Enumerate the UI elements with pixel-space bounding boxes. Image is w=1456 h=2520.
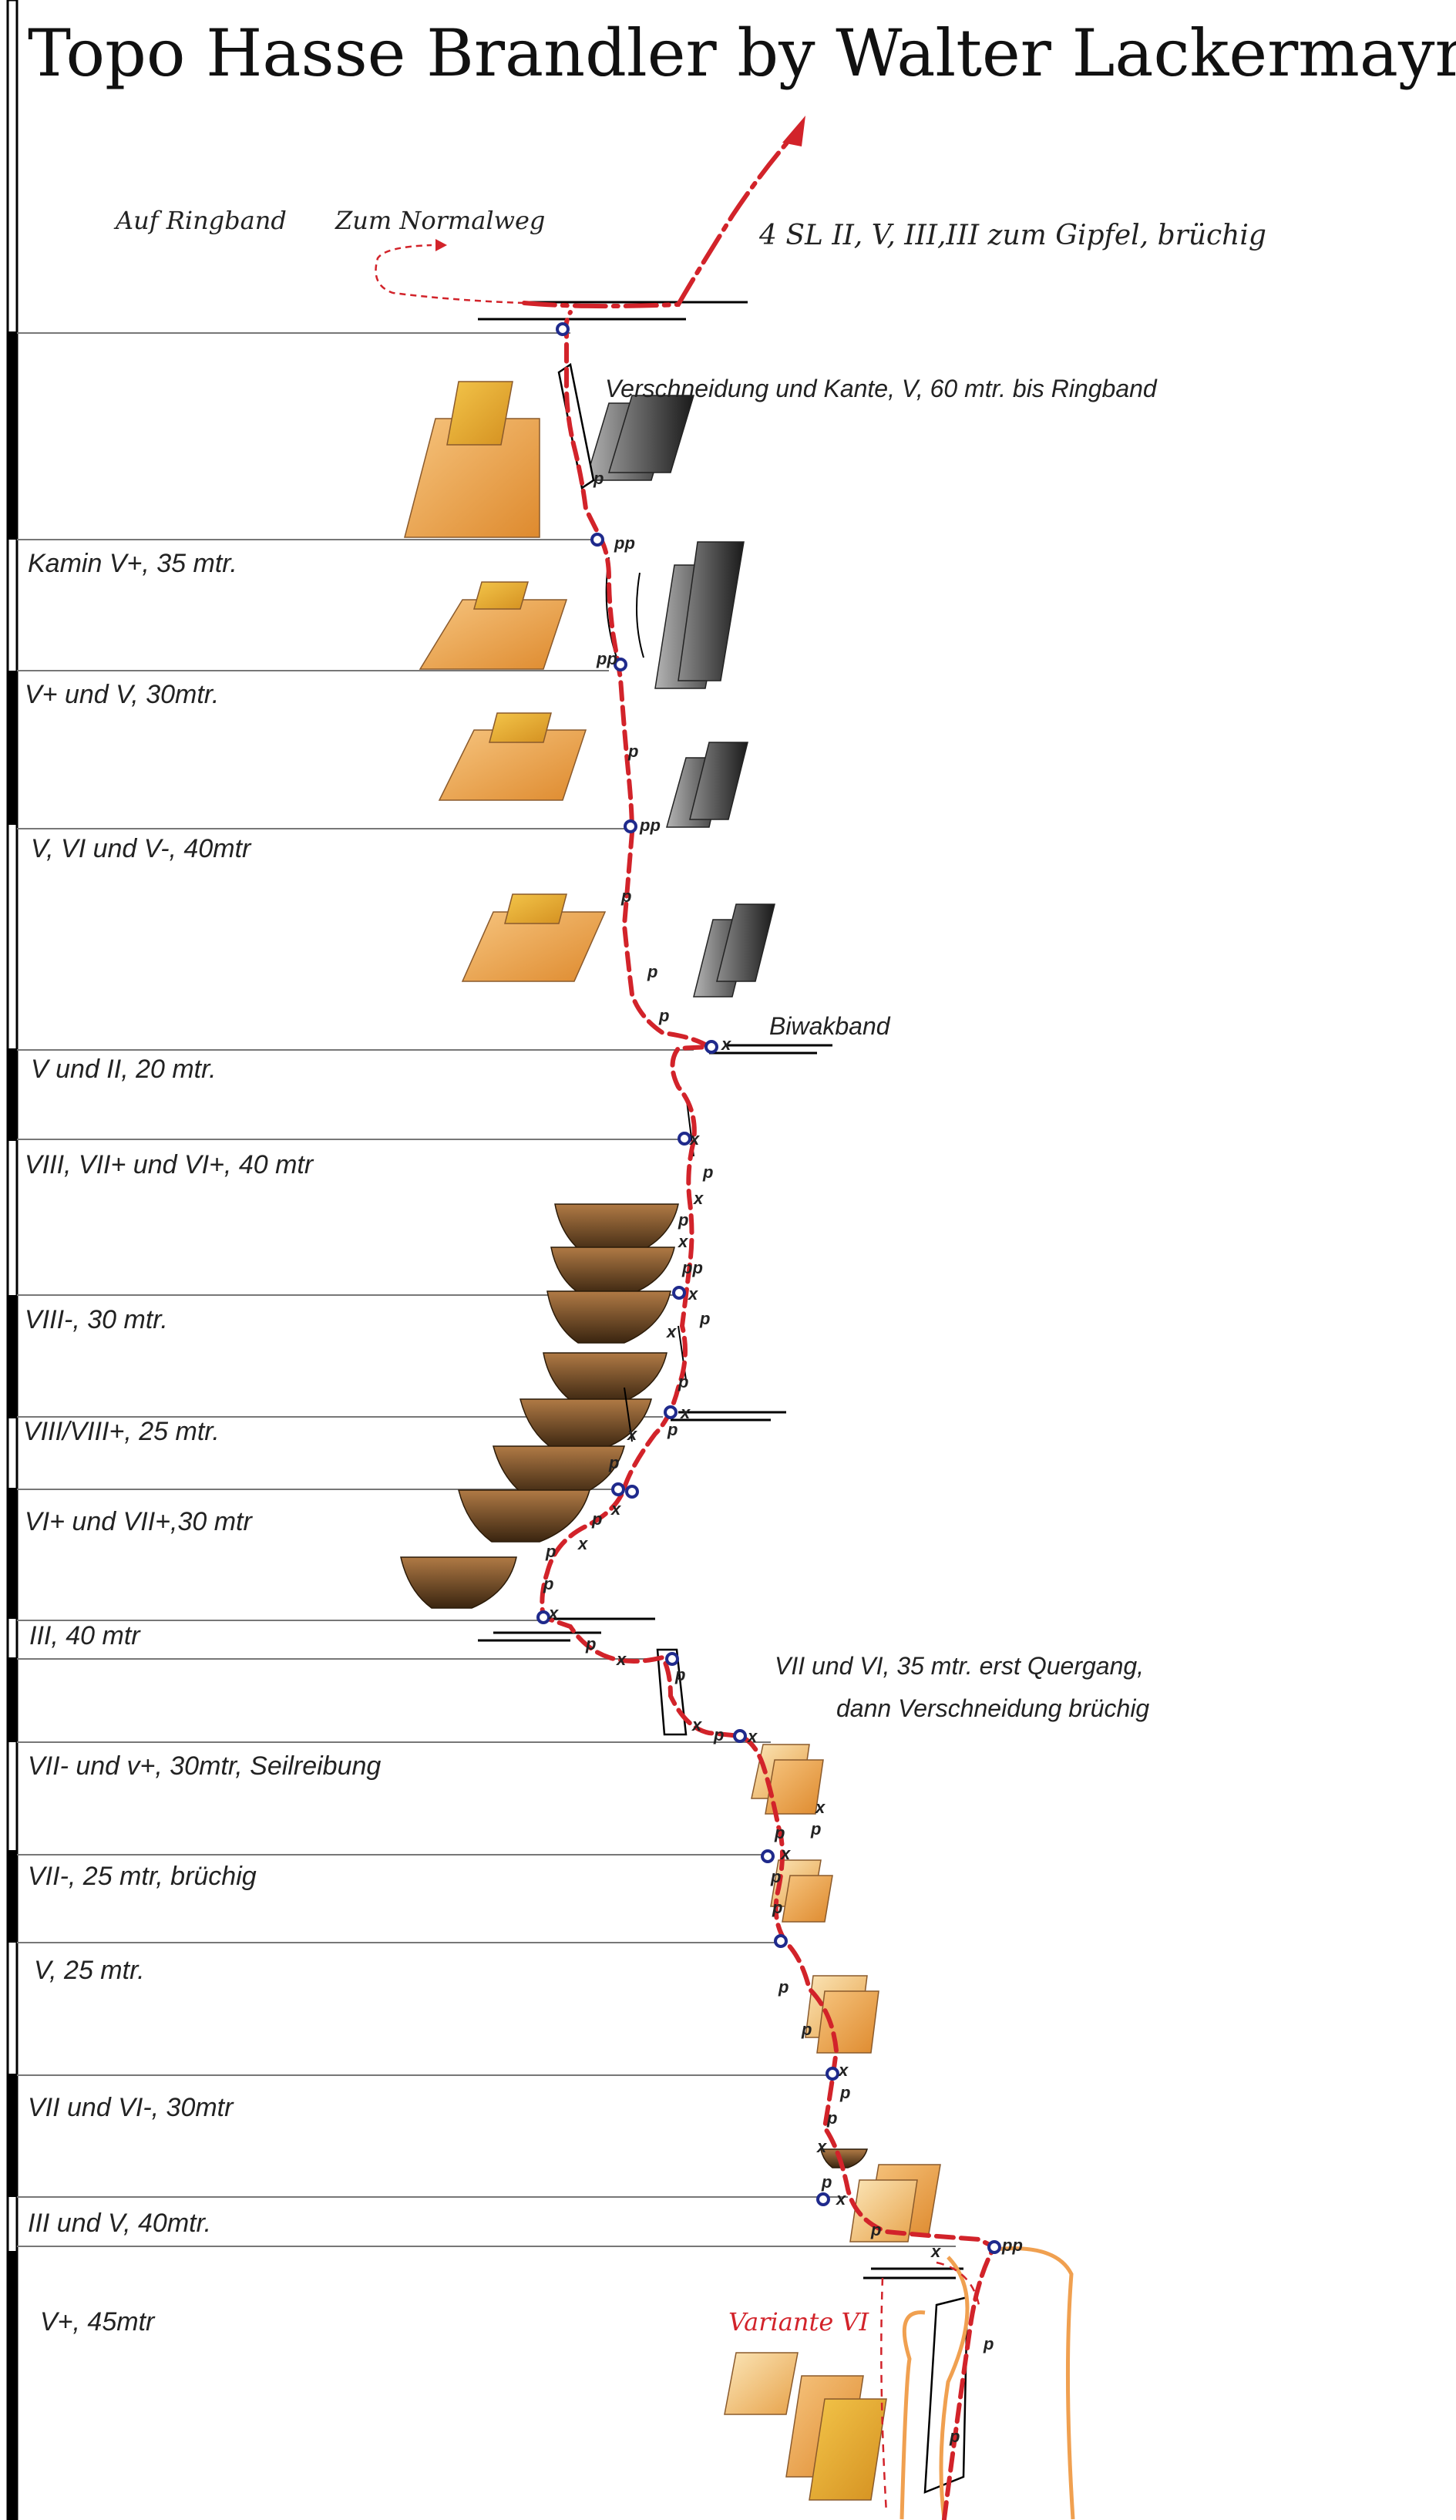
mark-p: p	[658, 1006, 669, 1025]
mark-p: p	[667, 1420, 678, 1439]
note-ringband: Auf Ringband	[113, 206, 287, 235]
summit-arrow-icon	[782, 116, 805, 146]
pitch-label: VIII/VIII+, 25 mtr.	[23, 1417, 220, 1446]
mark-p: p	[826, 2108, 837, 2128]
pitch-label: V+ und V, 30mtr.	[25, 680, 219, 709]
note-traverse-line2: dann Verschneidung brüchig	[836, 1694, 1149, 1722]
slab-features-upper	[404, 381, 607, 982]
protection-marks: p pp pp p pp p p p x x p x p x pp x p x …	[543, 469, 1023, 2446]
pitch-label: VII und VI-, 30mtr	[28, 2093, 234, 2122]
mark-x: x	[693, 1189, 704, 1208]
pitch-label: V, 25 mtr.	[34, 1956, 145, 1985]
mark-p: p	[713, 1725, 724, 1744]
mark-x: x	[688, 1284, 698, 1304]
note-traverse-line1: VII und VI, 35 mtr. erst Quergang,	[775, 1652, 1144, 1680]
mark-x: x	[816, 2137, 827, 2156]
pitch-label: V+, 45mtr	[40, 2307, 156, 2337]
mark-p: p	[543, 1574, 553, 1593]
pitch-label: Kamin V+, 35 mtr.	[28, 549, 237, 578]
mark-x: x	[548, 1603, 559, 1623]
pitch-label: VIII, VII+ und VI+, 40 mtr	[25, 1150, 314, 1179]
mark-p: p	[678, 1372, 688, 1391]
mark-p: p	[674, 1665, 685, 1684]
mark-pp: pp	[681, 1258, 703, 1277]
mark-x: x	[780, 1844, 791, 1863]
pitch-label: III, 40 mtr	[29, 1621, 141, 1650]
mark-x: x	[747, 1727, 758, 1746]
roof-features	[400, 1203, 869, 2168]
main-route	[540, 310, 998, 2520]
mark-x: x	[689, 1129, 700, 1149]
mark-x: x	[815, 1798, 826, 1817]
pitch-label: VIII-, 30 mtr.	[25, 1305, 168, 1334]
note-biwakband: Biwakband	[769, 1012, 891, 1040]
pitch-label: V, VI und V-, 40mtr	[31, 834, 252, 863]
mark-p: p	[593, 469, 604, 488]
mark-p: p	[870, 2220, 881, 2239]
pitch-label: VI+ und VII+,30 mtr	[25, 1507, 254, 1536]
mark-pp: pp	[614, 533, 635, 553]
mark-p: p	[772, 1898, 782, 1917]
mark-p: p	[620, 887, 631, 906]
mark-p: p	[608, 1453, 619, 1472]
ledges	[478, 301, 963, 2279]
mark-x: x	[838, 2061, 849, 2080]
pitch-label: VII- und v+, 30mtr, Seilreibung	[28, 1751, 381, 1781]
mark-x: x	[616, 1650, 627, 1669]
note-normalweg: Zum Normalweg	[335, 206, 545, 235]
pitch-label: III und V, 40mtr.	[28, 2209, 211, 2238]
mark-p: p	[702, 1162, 713, 1182]
mark-p: p	[821, 2172, 832, 2192]
mark-p: p	[949, 2427, 960, 2446]
normalweg-arrow-icon	[435, 239, 447, 251]
mark-p: p	[778, 1977, 789, 1997]
belay-stations	[536, 322, 1001, 2254]
mark-p: p	[627, 742, 638, 761]
diagram-title: Topo Hasse Brandler by Walter Lackermayr	[28, 15, 1456, 91]
wall-edge	[899, 2246, 1075, 2520]
mark-pp: pp	[639, 816, 661, 835]
mark-x: x	[680, 1403, 691, 1422]
normalweg-route	[375, 244, 525, 304]
mark-x: x	[666, 1322, 677, 1341]
pitch-label: V und II, 20 mtr.	[31, 1055, 217, 1084]
mark-p: p	[647, 962, 657, 981]
mark-p: p	[585, 1634, 596, 1654]
mark-p: p	[678, 1210, 688, 1230]
mark-p: p	[983, 2334, 994, 2353]
mark-pp: pp	[1001, 2236, 1023, 2255]
mark-x: x	[691, 1715, 702, 1734]
mark-p: p	[699, 1309, 710, 1328]
mark-p: p	[839, 2083, 850, 2102]
mark-x: x	[930, 2242, 941, 2261]
mark-x: x	[678, 1232, 688, 1251]
mark-p: p	[770, 1867, 781, 1886]
mark-pp: pp	[596, 649, 617, 668]
left-scale-bar	[6, 0, 18, 2520]
slab-features-lower	[724, 1744, 941, 2501]
mark-x: x	[610, 1499, 621, 1519]
mark-x: x	[836, 2189, 846, 2209]
summit-route	[522, 133, 796, 309]
mark-p: p	[545, 1542, 556, 1561]
mark-x: x	[577, 1534, 588, 1553]
pitch-label: VII-, 25 mtr, brüchig	[28, 1862, 257, 1891]
mark-p: p	[810, 1819, 821, 1839]
note-pitch-top: Verschneidung und Kante, V, 60 mtr. bis …	[605, 375, 1158, 402]
mark-p: p	[801, 2020, 812, 2039]
note-variant: Variante VI	[728, 2307, 870, 2337]
pitch-labels: Kamin V+, 35 mtr. V+ und V, 30mtr. V, VI…	[23, 549, 381, 2337]
mark-x: x	[721, 1035, 731, 1054]
mark-x: x	[627, 1425, 637, 1444]
mark-p: p	[774, 1823, 785, 1842]
rock-features	[584, 395, 775, 998]
note-summit: 4 SL II, V, III,III zum Gipfel, brüchig	[758, 220, 1266, 251]
mark-p: p	[591, 1509, 602, 1529]
